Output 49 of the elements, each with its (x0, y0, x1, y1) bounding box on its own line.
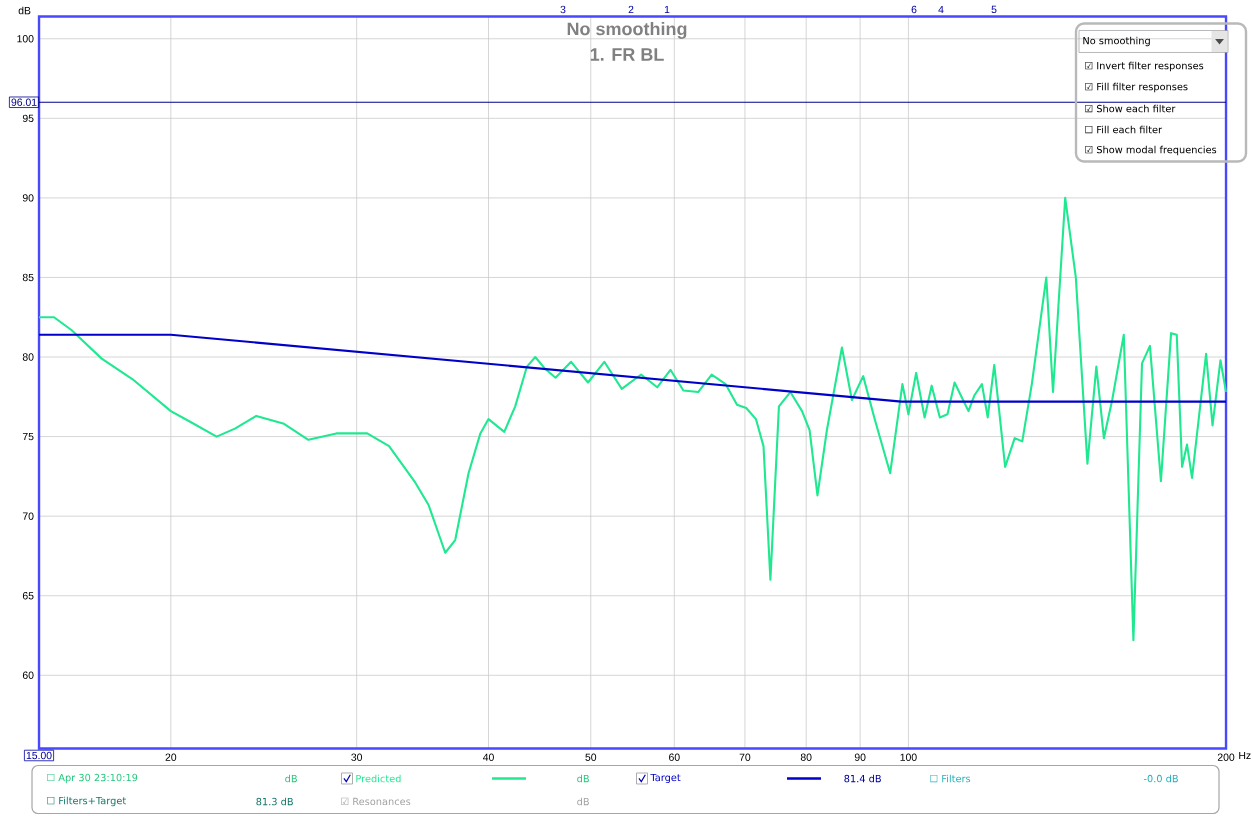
text: 1 (664, 5, 670, 13)
y-tick-label: 70 (22, 512, 34, 520)
x-axis-title: Hz (1239, 751, 1251, 759)
x-tick-label: 50 (585, 753, 597, 761)
x-tick-label: 30 (351, 753, 363, 761)
y-tick-label: 90 (22, 193, 34, 202)
annotation: No smoothing (1083, 36, 1150, 46)
annotation: ☐ Fill each filter (1085, 125, 1163, 134)
y-tick-label: 60 (22, 671, 34, 679)
text: dB (577, 774, 589, 783)
text: 2 (628, 5, 634, 13)
y-axis-title: dB (18, 6, 31, 15)
annotation: ☑ Show each filter (1085, 104, 1176, 113)
x-tick-label: 90 (854, 753, 866, 761)
ref-line-label: 96.01 (11, 98, 37, 106)
text: 1. FR BL (590, 48, 664, 61)
x-tick-label: 200 (1217, 753, 1235, 761)
x-tick-label: 40 (482, 753, 494, 761)
text: ☐ Apr 30 23:10:19 (47, 773, 138, 783)
text: ☐ Filters (930, 774, 971, 783)
y-tick-label: 85 (22, 273, 34, 281)
text: -0.0 dB (1143, 774, 1178, 783)
text: 81.3 dB (256, 797, 293, 806)
x-tick-label: 20 (165, 753, 177, 761)
text: 6 (911, 5, 917, 13)
text: Target (650, 773, 681, 783)
text: 15.00 (26, 751, 52, 759)
annotation: ☑ Invert filter responses (1085, 61, 1204, 71)
annotation: ☑ Show modal frequencies (1085, 145, 1217, 155)
annotation: ☑ Fill filter responses (1085, 82, 1188, 92)
y-tick-label: 65 (22, 591, 34, 600)
text: ☐ Filters+Target (47, 796, 126, 806)
x-tick-label: 60 (669, 753, 680, 761)
x-tick-label: 70 (739, 753, 751, 761)
text: Predicted (356, 774, 401, 783)
text: 3 (560, 5, 566, 13)
text: ☑ Resonances (341, 797, 411, 805)
chart-title: No smoothing (567, 21, 687, 39)
text: dB (285, 774, 297, 783)
y-tick-label: 100 (17, 34, 34, 43)
text: dB (577, 797, 589, 806)
text: 81.4 dB (844, 774, 881, 783)
y-tick-label: 75 (22, 432, 34, 440)
y-tick-label: 80 (22, 353, 34, 361)
x-tick-label: 80 (800, 753, 812, 761)
text: 5 (991, 5, 997, 13)
text: 4 (938, 5, 944, 13)
x-tick-label: 100 (900, 753, 917, 761)
y-tick-label: 95 (22, 114, 34, 122)
